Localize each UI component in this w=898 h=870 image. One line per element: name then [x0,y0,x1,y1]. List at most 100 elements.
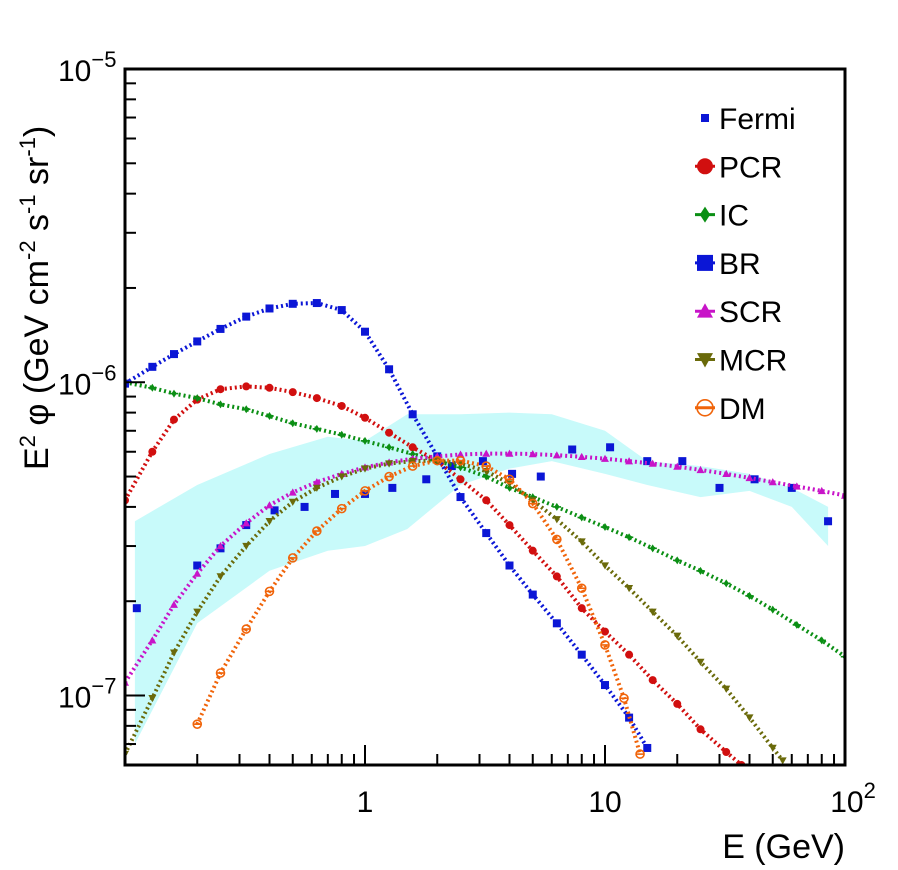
scr-point [288,488,297,496]
br-point [193,337,202,346]
legend-label-mcr: MCR [719,345,787,378]
pcr-point [722,748,731,757]
pcr-point [696,725,705,734]
series-layer [125,299,845,765]
fermi-point [787,483,796,492]
scr-point [792,482,801,490]
mcr-point [265,518,274,526]
series-ic [125,378,845,661]
scr-point [625,457,634,465]
scr-point [528,450,537,458]
mcr-point [778,757,787,765]
legend-entry-dm: DM [695,393,766,426]
fermi-point [678,457,687,466]
br-point [385,365,394,374]
legend-entry-pcr: PCR [695,151,782,184]
fermi-point [508,469,517,478]
dm-point [407,461,418,471]
dm-point [481,461,492,471]
scr-point [265,501,274,509]
br-point [577,650,586,659]
dm-point [527,498,538,509]
fermi-point [715,483,724,492]
mcr-point [193,608,202,616]
fermi-point [361,489,369,498]
pcr-point [385,428,394,437]
ic-point [312,424,322,433]
ic-point [482,472,491,481]
ic-point [696,566,705,575]
br-point [408,410,417,419]
pcr-point [625,650,634,659]
fermi-point [300,502,309,511]
br-point [528,590,537,599]
mcr-point [242,542,251,551]
y-tick-label: 10−5 [58,47,116,88]
br-point [456,493,465,502]
legend-marker-dm [696,398,714,417]
br-point [505,561,514,570]
ic-point [148,383,157,392]
fermi-point [478,457,487,466]
ic-point [242,405,251,414]
dm-point [215,668,226,678]
dm-point [600,640,610,650]
dm-point [619,693,629,704]
dm-point [192,719,203,729]
pcr-point [577,604,586,613]
fermi-point [824,517,833,526]
br-point [288,299,297,308]
pcr-point [648,676,657,685]
pcr-point [528,546,537,555]
ic-point [577,513,586,522]
dm-point [264,586,275,597]
br-point [601,681,609,690]
tick-layer: 1 10 102 10−7 10−6 10−5 [58,47,876,819]
legend-label-br: BR [719,248,761,281]
fermi-point [447,462,456,471]
legend-label-pcr: PCR [719,151,782,184]
legend-label-fermi: Fermi [719,103,796,136]
ic-point [288,419,297,428]
dm-point [455,455,466,466]
y-tick-label: 10−6 [58,360,116,401]
fermi-point [536,472,545,481]
pcr-point [601,627,609,636]
br-point [312,299,321,308]
scr-point [552,451,561,459]
br-point [643,743,652,752]
ic-point [193,394,202,403]
legend-entry-ic: IC [695,200,749,233]
scr-point [745,473,754,482]
mcr-point [601,562,609,570]
scr-point [456,450,465,458]
br-point [361,327,369,336]
fermi-point [606,443,615,452]
series-br [125,299,652,752]
mcr-point [552,516,561,524]
mcr-point [148,695,157,703]
ic-point [817,636,826,645]
pcr-point [148,447,157,456]
dm-point [552,534,562,545]
scr-point [601,454,609,462]
mcr-point [337,473,346,481]
legend-label-ic: IC [719,200,749,233]
scr-point [768,478,777,486]
br-point [169,350,178,359]
pcr-point [242,382,251,391]
mcr-point [722,685,731,693]
legend-marker-scr [697,303,713,318]
mcr-point [361,465,369,473]
dm-point [287,553,298,563]
mcr-point [648,608,657,616]
legend-marker-br [697,254,713,271]
pcr-point [673,699,682,708]
series-dm [192,455,645,759]
ic-point [337,430,346,439]
scr-point [648,459,657,467]
pcr-point [456,475,465,484]
fermi-point [388,483,397,492]
uncertainty-band-layer [134,412,829,744]
